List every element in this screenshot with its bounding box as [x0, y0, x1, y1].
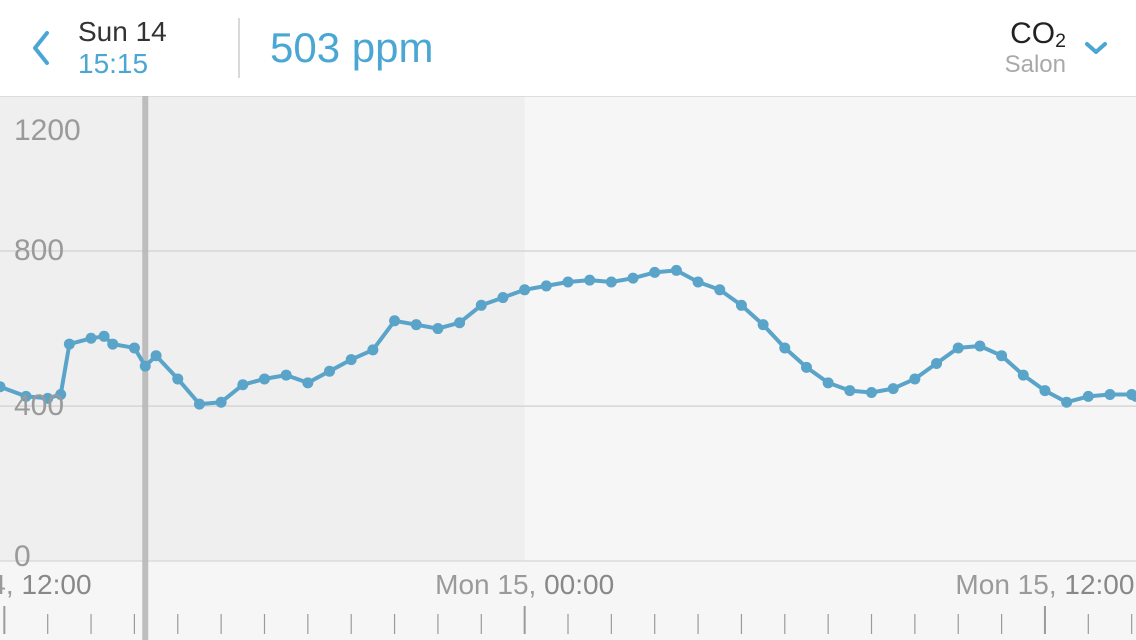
metric-selector[interactable]: CO2 Salon	[1005, 17, 1066, 79]
chart-area[interactable]: 04008001200 Sun 14, 12:00Mon 15, 00:00Mo…	[0, 96, 1136, 640]
header: Sun 14 15:15 503 ppm CO2 Salon	[0, 0, 1136, 96]
x-axis-label: Sun 14, 12:00	[0, 569, 92, 601]
back-button[interactable]	[10, 18, 70, 78]
y-axis-label: 400	[14, 389, 64, 423]
chevron-down-icon	[1083, 40, 1109, 56]
x-axis-label: Mon 15, 00:00	[435, 569, 614, 601]
x-axis-label: Mon 15, 12:00	[955, 569, 1134, 601]
y-axis-label: 800	[14, 234, 64, 268]
room-name: Salon	[1005, 51, 1066, 79]
header-divider	[238, 18, 240, 78]
selected-time: 15:15	[78, 48, 208, 80]
timestamp-block: Sun 14 15:15	[78, 16, 208, 80]
y-axis-label: 1200	[14, 114, 81, 148]
selected-date: Sun 14	[78, 16, 208, 48]
metric-name: CO2	[1005, 17, 1066, 51]
co2-line-chart	[0, 96, 1136, 640]
metric-dropdown-button[interactable]	[1076, 28, 1116, 68]
reading-value: 503 ppm	[270, 24, 433, 72]
chevron-left-icon	[29, 29, 51, 67]
